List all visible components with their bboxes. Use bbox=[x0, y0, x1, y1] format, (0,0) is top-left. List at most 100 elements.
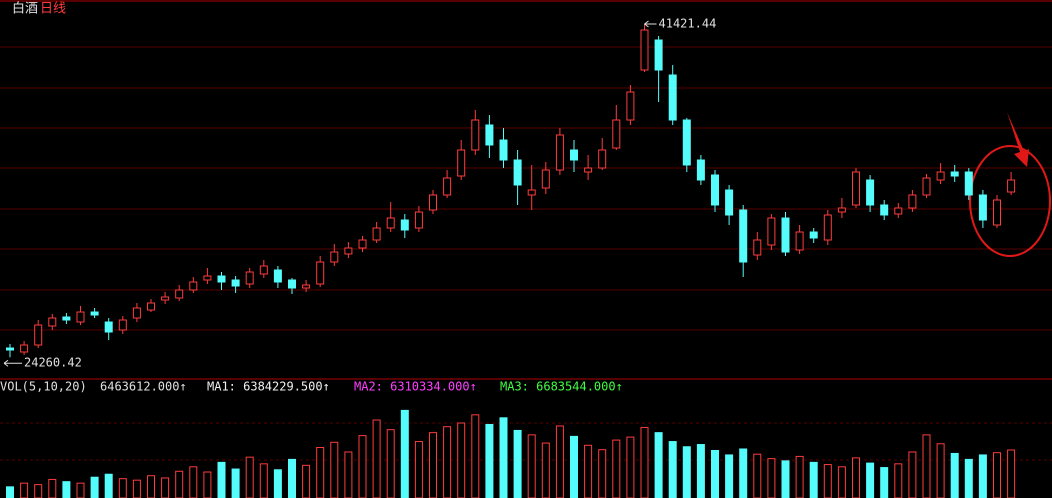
volume-bar bbox=[908, 451, 917, 498]
volume-bar bbox=[936, 443, 945, 498]
volume-bar bbox=[880, 467, 889, 498]
volume-bar bbox=[922, 434, 931, 498]
volume-bar bbox=[217, 461, 226, 498]
candle-body bbox=[725, 189, 734, 216]
volume-bar bbox=[795, 455, 804, 498]
candle-body bbox=[739, 209, 748, 263]
volume-bar bbox=[104, 473, 113, 498]
candle-body bbox=[654, 39, 663, 71]
volume-bar bbox=[76, 482, 85, 498]
annotation-arrow bbox=[3, 359, 22, 367]
volume-bar bbox=[598, 449, 607, 498]
candle-body bbox=[555, 134, 564, 171]
candle-body bbox=[668, 74, 677, 121]
candle-body bbox=[612, 119, 621, 149]
volume-bar bbox=[696, 444, 705, 498]
volume-bar bbox=[471, 414, 480, 498]
volume-bar bbox=[400, 409, 409, 498]
volume-bar bbox=[20, 482, 29, 498]
high-label: 41421.44 bbox=[659, 16, 717, 30]
candle-body bbox=[443, 177, 452, 196]
volume-bar bbox=[118, 478, 127, 498]
candle-body bbox=[6, 347, 14, 351]
volume-bar bbox=[725, 454, 734, 498]
low-label: 24260.42 bbox=[24, 356, 82, 370]
chart-title: 白酒 bbox=[12, 1, 38, 17]
volume-bar bbox=[34, 484, 43, 498]
candle-body bbox=[640, 29, 649, 71]
volume-bar bbox=[245, 456, 254, 498]
volume-bar bbox=[90, 476, 99, 498]
volume-bar bbox=[499, 417, 508, 498]
volume-bar bbox=[457, 422, 466, 498]
candle-body bbox=[288, 279, 296, 289]
candle-body bbox=[400, 219, 409, 231]
candle-body bbox=[175, 289, 184, 299]
volume-bar bbox=[513, 429, 522, 498]
volume-bar bbox=[541, 442, 550, 498]
candle-body bbox=[626, 91, 635, 121]
candle-body bbox=[231, 279, 240, 287]
volume-bar bbox=[429, 432, 437, 498]
volume-bar bbox=[993, 452, 1001, 498]
candle-body bbox=[795, 231, 804, 251]
volume-bar bbox=[372, 419, 381, 498]
volume-bar bbox=[259, 463, 268, 498]
candle-body bbox=[894, 207, 903, 215]
candle-body bbox=[429, 194, 437, 211]
candle-body bbox=[104, 321, 113, 333]
candle-body bbox=[964, 171, 973, 196]
candle-body bbox=[908, 194, 917, 209]
volume-bar bbox=[866, 462, 875, 498]
candle-body bbox=[132, 307, 141, 319]
volume-bar bbox=[823, 464, 832, 498]
volume-bar bbox=[894, 463, 903, 498]
volume-bar bbox=[288, 458, 296, 498]
candle-body bbox=[189, 281, 198, 291]
candle-body bbox=[823, 214, 832, 241]
volume-bar bbox=[852, 457, 860, 498]
candle-body bbox=[245, 271, 254, 285]
annotation-arrow bbox=[644, 20, 657, 28]
volume-bar bbox=[584, 444, 593, 498]
ma2-label: MA2: 6310334.000↑ bbox=[354, 380, 477, 394]
candle-body bbox=[48, 317, 57, 327]
candle-body bbox=[34, 324, 43, 346]
volume-bar bbox=[682, 446, 691, 498]
candle-body bbox=[570, 149, 578, 161]
candle-body bbox=[485, 124, 494, 146]
volume-bar bbox=[330, 441, 339, 498]
candle-body bbox=[866, 179, 875, 206]
highlight-arrow bbox=[1007, 112, 1029, 167]
volume-bar bbox=[711, 449, 719, 498]
candle-body bbox=[584, 167, 593, 173]
volume-bar bbox=[668, 441, 677, 498]
candle-body bbox=[76, 311, 85, 323]
candle-body bbox=[682, 119, 691, 166]
volume-bar bbox=[344, 451, 353, 498]
volume-bar bbox=[640, 426, 649, 498]
volume-bar bbox=[132, 479, 141, 498]
candle-body bbox=[203, 275, 212, 281]
volume-bar bbox=[767, 458, 776, 498]
period-label: 日线 bbox=[40, 2, 66, 17]
volume-value: 6463612.000↑ bbox=[100, 380, 187, 394]
candle-body bbox=[344, 247, 353, 255]
volume-bar bbox=[203, 471, 212, 498]
volume-bar bbox=[231, 468, 240, 498]
volume-bar bbox=[612, 439, 621, 498]
volume-bar bbox=[527, 434, 536, 498]
candle-body bbox=[118, 319, 127, 331]
volume-bar bbox=[964, 458, 973, 498]
candle-body bbox=[852, 171, 860, 206]
candle-body bbox=[527, 189, 536, 196]
volume-bar bbox=[273, 469, 282, 498]
candle-body bbox=[499, 139, 508, 161]
candle-body bbox=[20, 344, 29, 353]
volume-bar bbox=[753, 453, 762, 498]
candle-body bbox=[90, 311, 99, 316]
candle-body bbox=[330, 251, 339, 263]
volume-bar bbox=[978, 454, 987, 498]
volume-label: VOL(5,10,20) bbox=[0, 380, 87, 394]
